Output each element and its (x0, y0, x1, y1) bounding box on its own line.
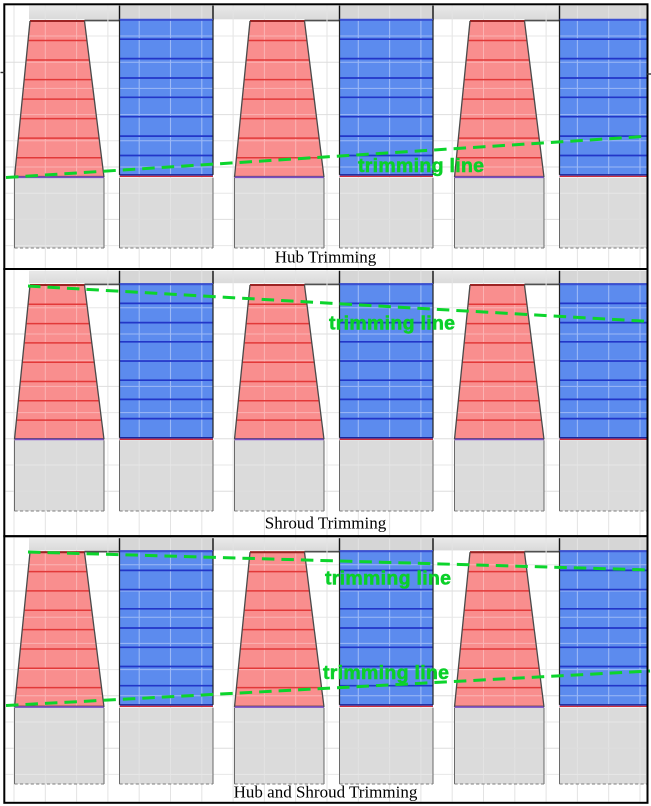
svg-text:trimming line: trimming line (323, 662, 449, 684)
svg-text:Hub Trimming: Hub Trimming (275, 248, 377, 267)
svg-text:Hub and Shroud Trimming: Hub and Shroud Trimming (234, 783, 418, 802)
svg-text:Shroud Trimming: Shroud Trimming (265, 514, 387, 533)
svg-text:trimming line: trimming line (329, 313, 455, 335)
svg-text:trimming line: trimming line (325, 568, 451, 590)
svg-text:trimming line: trimming line (358, 155, 484, 177)
